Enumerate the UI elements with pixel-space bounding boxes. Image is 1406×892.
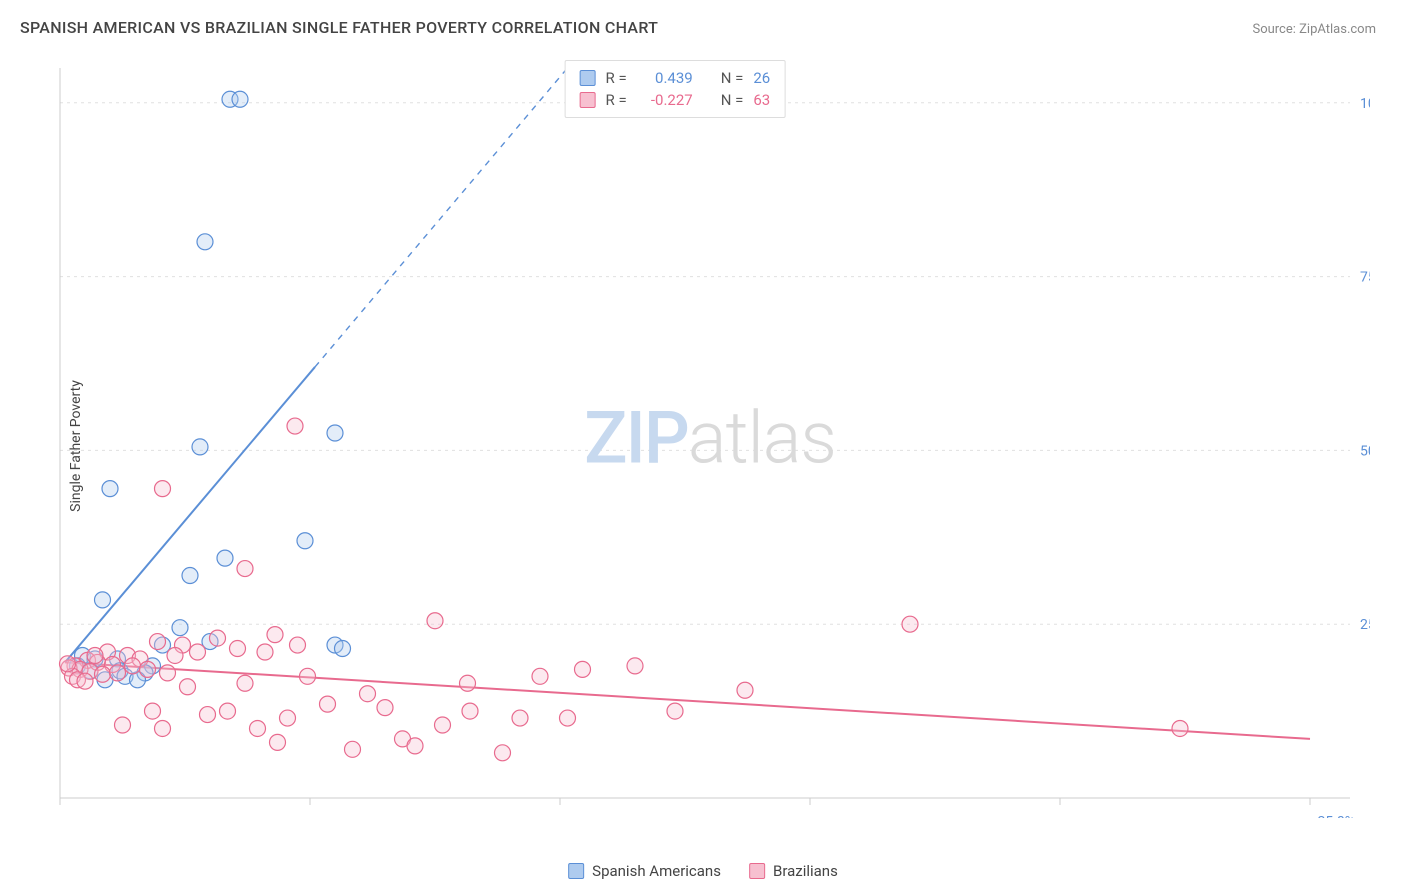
svg-text:25.0%: 25.0% bbox=[1317, 814, 1355, 818]
svg-text:75.0%: 75.0% bbox=[1360, 270, 1370, 286]
svg-text:100.0%: 100.0% bbox=[1360, 96, 1370, 112]
svg-text:50.0%: 50.0% bbox=[1360, 443, 1370, 459]
stats-r-label: R = bbox=[606, 69, 627, 87]
stats-r-value: -0.227 bbox=[637, 91, 693, 109]
legend-swatch bbox=[568, 863, 584, 879]
legend-item: Brazilians bbox=[749, 862, 838, 880]
stats-swatch bbox=[580, 92, 596, 108]
stats-row: R = 0.439 N = 26 bbox=[580, 67, 771, 89]
chart-header: SPANISH AMERICAN VS BRAZILIAN SINGLE FAT… bbox=[0, 0, 1406, 45]
series-legend: Spanish Americans Brazilians bbox=[568, 862, 838, 880]
chart-title: SPANISH AMERICAN VS BRAZILIAN SINGLE FAT… bbox=[20, 18, 658, 37]
legend-item: Spanish Americans bbox=[568, 862, 721, 880]
scatter-chart: 25.0%50.0%75.0%100.0%0.0%25.0% ZIPatlas bbox=[50, 58, 1370, 818]
stats-r-value: 0.439 bbox=[637, 69, 693, 87]
stats-row: R = -0.227 N = 63 bbox=[580, 89, 771, 111]
stats-n-value: 63 bbox=[753, 91, 770, 109]
chart-svg: 25.0%50.0%75.0%100.0%0.0%25.0% bbox=[50, 58, 1370, 818]
stats-n-label: N = bbox=[721, 91, 744, 109]
source-attribution: Source: ZipAtlas.com bbox=[1252, 22, 1376, 37]
stats-n-value: 26 bbox=[753, 69, 770, 87]
correlation-stats-box: R = 0.439 N = 26 R = -0.227 N = 63 bbox=[565, 60, 786, 118]
svg-text:25.0%: 25.0% bbox=[1360, 617, 1370, 633]
legend-label: Brazilians bbox=[773, 862, 838, 880]
stats-n-label: N = bbox=[721, 69, 744, 87]
stats-r-label: R = bbox=[606, 91, 627, 109]
stats-swatch bbox=[580, 70, 596, 86]
legend-swatch bbox=[749, 863, 765, 879]
legend-label: Spanish Americans bbox=[592, 862, 721, 880]
